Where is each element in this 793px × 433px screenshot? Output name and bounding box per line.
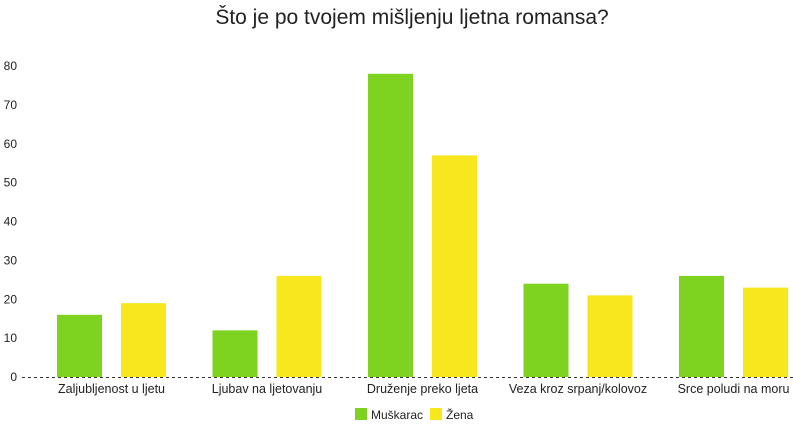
y-tick-label: 50 <box>4 176 18 190</box>
legend-swatch <box>430 408 442 420</box>
legend-item-muskarac[interactable]: Muškarac <box>355 408 423 422</box>
bar-muskarac[interactable] <box>523 283 569 377</box>
y-tick-label: 80 <box>4 59 18 73</box>
y-tick-label: 20 <box>4 292 18 306</box>
bar-muskarac[interactable] <box>212 330 258 377</box>
y-axis-ticks: 0 10 20 30 40 50 60 70 80 <box>4 59 18 384</box>
bars-group <box>57 73 788 378</box>
x-tick-label: Srce poludi na moru <box>678 382 790 396</box>
legend[interactable]: Muškarac Žena <box>355 407 474 422</box>
legend-label: Žena <box>446 407 474 422</box>
x-tick-label: Zaljubljenost u ljetu <box>58 382 165 396</box>
y-tick-label: 10 <box>4 331 18 345</box>
bar-muskarac[interactable] <box>368 73 413 378</box>
bar-zena[interactable] <box>121 303 166 377</box>
x-axis-labels: Zaljubljenost u ljetu Ljubav na ljetovanj… <box>58 382 789 396</box>
y-tick-label: 40 <box>4 215 18 229</box>
legend-item-zena[interactable]: Žena <box>430 407 474 422</box>
bar-zena[interactable] <box>587 295 633 377</box>
chart-title: Što je po tvojem mišljenju ljetna romans… <box>215 6 608 29</box>
bar-muskarac[interactable] <box>57 314 102 377</box>
bar-zena[interactable] <box>432 155 477 377</box>
x-tick-label: Ljubav na ljetovanju <box>212 382 323 396</box>
legend-label: Muškarac <box>371 408 423 422</box>
x-tick-label: Druženje preko ljeta <box>367 382 478 396</box>
y-tick-label: 60 <box>4 137 18 151</box>
y-tick-label: 70 <box>4 98 18 112</box>
y-tick-label: 30 <box>4 253 18 267</box>
y-tick-label: 0 <box>10 370 17 384</box>
bar-muskarac[interactable] <box>679 275 724 377</box>
bar-zena[interactable] <box>276 275 322 377</box>
legend-swatch <box>355 408 367 420</box>
x-tick-label: Veza kroz srpanj/kolovoz <box>509 382 647 396</box>
bar-zena[interactable] <box>743 287 788 377</box>
